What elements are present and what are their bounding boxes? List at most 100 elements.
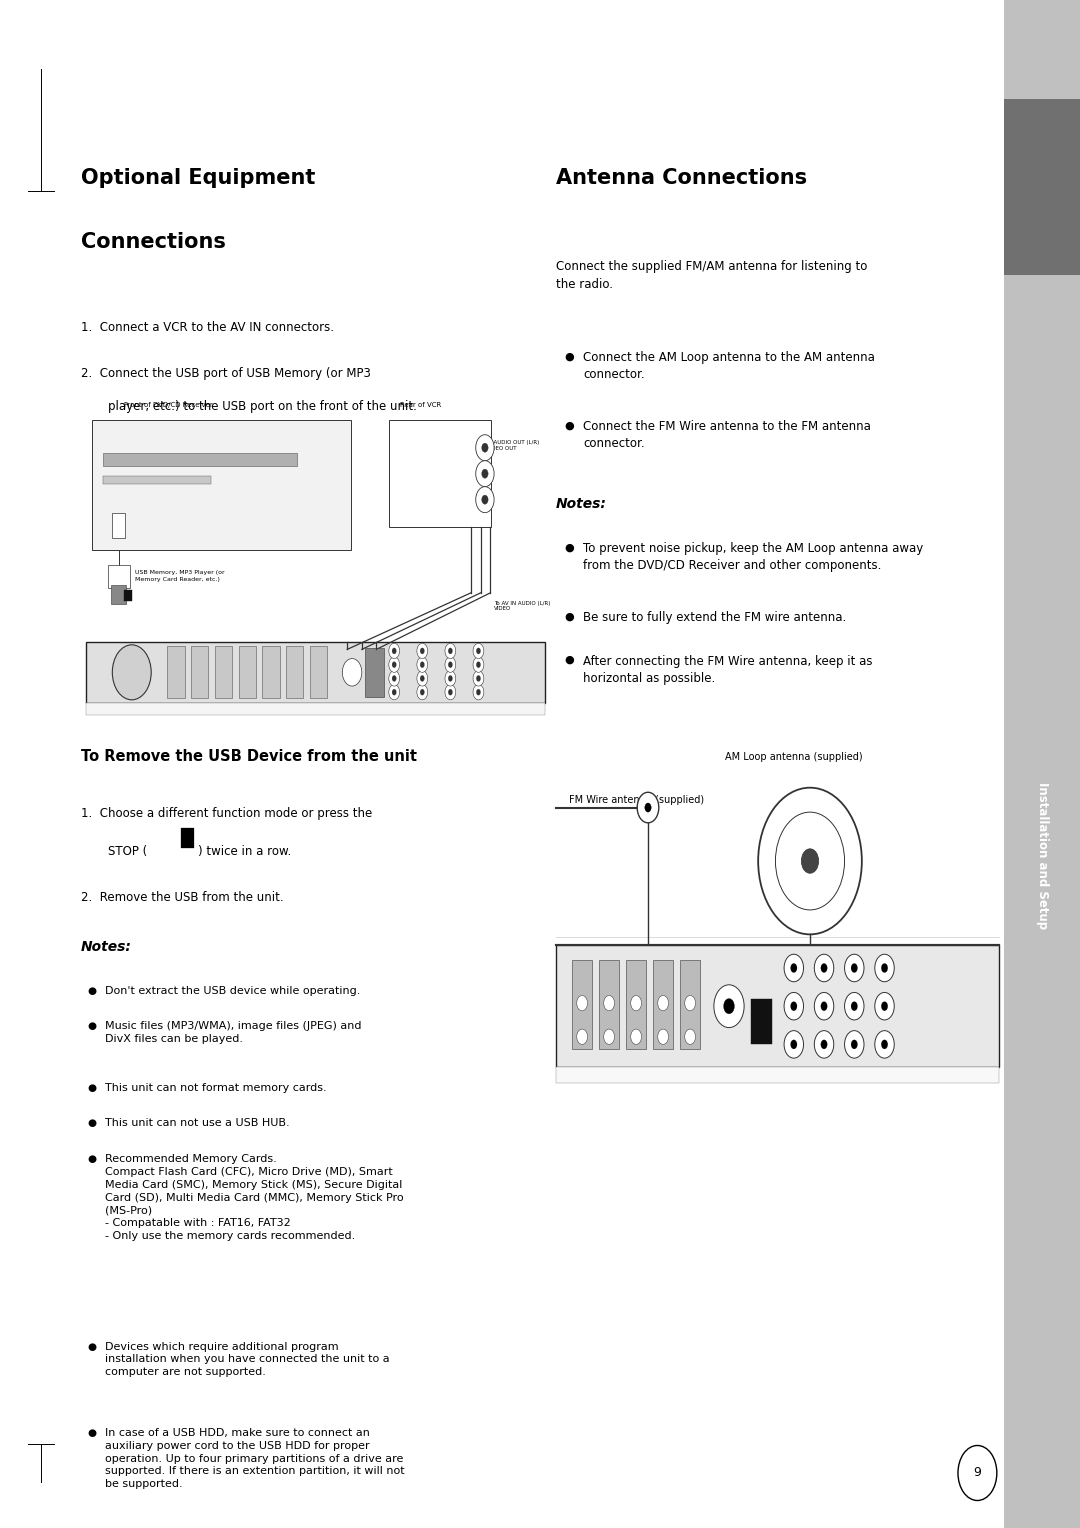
Bar [1004,0,1080,1528]
Circle shape [445,657,456,672]
Circle shape [473,685,484,700]
Circle shape [445,671,456,686]
Circle shape [875,955,894,983]
Bar [103,477,211,484]
Text: Notes:: Notes: [556,497,607,510]
Circle shape [389,657,400,672]
Bar [556,1068,999,1083]
Circle shape [875,1031,894,1059]
Circle shape [784,993,804,1021]
Text: 1.  Connect a VCR to the AV IN connectors.: 1. Connect a VCR to the AV IN connectors… [81,321,334,335]
Circle shape [851,1041,858,1050]
Circle shape [389,671,400,686]
Circle shape [392,648,396,654]
Circle shape [476,675,481,681]
Circle shape [392,689,396,695]
Circle shape [791,1002,797,1012]
Circle shape [420,648,424,654]
Circle shape [758,788,862,935]
Bar [262,646,280,698]
Circle shape [417,685,428,700]
Circle shape [417,657,428,672]
Circle shape [814,993,834,1021]
Text: ●: ● [87,1022,96,1031]
Text: Recommended Memory Cards.
Compact Flash Card (CFC), Micro Drive (MD), Smart
Medi: Recommended Memory Cards. Compact Flash … [105,1155,404,1241]
Text: ●: ● [87,1155,96,1164]
Circle shape [475,460,495,486]
Text: 2.  Remove the USB from the unit.: 2. Remove the USB from the unit. [81,891,284,905]
Circle shape [604,996,615,1012]
Text: ) twice in a row.: ) twice in a row. [198,845,291,859]
Text: This unit can not use a USB HUB.: This unit can not use a USB HUB. [105,1118,289,1129]
Text: Be sure to fully extend the FM wire antenna.: Be sure to fully extend the FM wire ante… [583,611,847,625]
Bar [389,420,491,527]
Circle shape [851,964,858,973]
Bar [626,961,646,1050]
Bar [751,999,772,1045]
Text: Don't extract the USB device while operating.: Don't extract the USB device while opera… [105,986,360,996]
Text: ●: ● [565,542,575,553]
Text: Installation and Setup: Installation and Setup [1036,782,1049,929]
Circle shape [775,813,845,911]
Circle shape [392,675,396,681]
Text: To Remove the USB Device from the unit: To Remove the USB Device from the unit [81,749,417,764]
Circle shape [658,1030,669,1045]
Text: To AUDIO OUT (L/R)
VIDEO OUT: To AUDIO OUT (L/R) VIDEO OUT [486,440,539,451]
Text: AM Loop antenna (supplied): AM Loop antenna (supplied) [725,752,863,762]
Bar [191,646,208,698]
Bar [181,828,194,848]
Circle shape [821,1041,827,1050]
Circle shape [475,434,495,461]
Bar [653,961,673,1050]
Circle shape [448,662,453,668]
Text: Optional Equipment: Optional Equipment [81,168,315,188]
Circle shape [342,659,362,686]
Text: 1.  Choose a different function mode or press the: 1. Choose a different function mode or p… [81,807,373,821]
Circle shape [784,955,804,983]
Circle shape [476,648,481,654]
Text: ●: ● [565,351,575,362]
Bar [215,646,232,698]
Bar [108,565,130,588]
Circle shape [875,993,894,1021]
Circle shape [645,804,651,813]
Circle shape [714,986,744,1028]
Text: ●: ● [87,1342,96,1352]
Text: ●: ● [565,611,575,622]
Circle shape [476,689,481,695]
Text: After connecting the FM Wire antenna, keep it as
horizontal as possible.: After connecting the FM Wire antenna, ke… [583,656,873,685]
Circle shape [881,964,888,973]
Text: Connections: Connections [81,232,226,252]
Text: STOP (: STOP ( [108,845,147,859]
Text: Devices which require additional program
installation when you have connected th: Devices which require additional program… [105,1342,390,1377]
Bar [1004,99,1080,275]
Text: ●: ● [87,986,96,996]
Circle shape [801,850,819,874]
Text: Rear of VCR: Rear of VCR [400,402,441,408]
Bar [111,585,126,604]
Circle shape [473,657,484,672]
Bar [112,513,125,538]
Circle shape [482,443,488,452]
Bar [680,961,700,1050]
Circle shape [814,955,834,983]
Text: In case of a USB HDD, make sure to connect an
auxiliary power cord to the USB HD: In case of a USB HDD, make sure to conne… [105,1429,404,1490]
Bar [167,646,185,698]
Circle shape [814,1031,834,1059]
Circle shape [631,1030,642,1045]
Text: Connect the AM Loop antenna to the AM antenna
connector.: Connect the AM Loop antenna to the AM an… [583,351,875,382]
Circle shape [448,689,453,695]
Circle shape [845,993,864,1021]
Circle shape [685,996,696,1012]
Circle shape [476,662,481,668]
Circle shape [420,675,424,681]
Circle shape [445,643,456,659]
Bar [92,420,351,550]
Text: 9: 9 [973,1467,982,1479]
Circle shape [604,1030,615,1045]
Text: Music files (MP3/WMA), image files (JPEG) and
DivX files can be played.: Music files (MP3/WMA), image files (JPEG… [105,1022,361,1044]
Circle shape [389,643,400,659]
Bar [86,703,545,715]
Bar [310,646,327,698]
Text: FM Wire antenna (supplied): FM Wire antenna (supplied) [569,795,704,805]
